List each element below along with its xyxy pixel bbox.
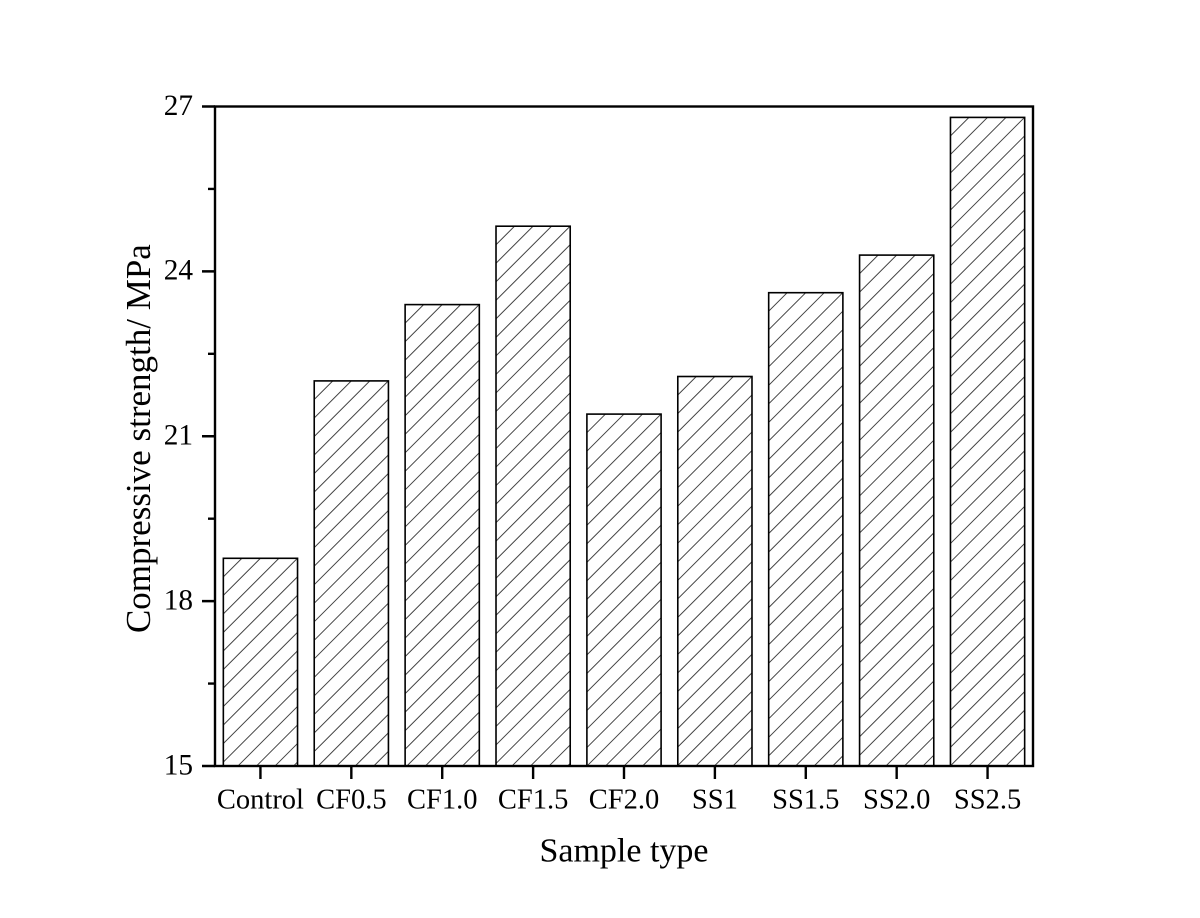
svg-text:SS2.5: SS2.5	[954, 785, 1021, 816]
svg-text:CF2.0: CF2.0	[589, 785, 660, 816]
svg-text:24: 24	[164, 255, 194, 287]
svg-text:21: 21	[164, 420, 193, 452]
svg-text:SS1.5: SS1.5	[772, 785, 839, 816]
svg-text:CF0.5: CF0.5	[316, 785, 387, 816]
svg-text:Control: Control	[217, 785, 304, 816]
svg-text:18: 18	[164, 584, 193, 616]
svg-text:27: 27	[164, 90, 193, 122]
svg-text:Sample type: Sample type	[539, 833, 708, 870]
svg-text:Compressive strength/ MPa: Compressive strength/ MPa	[119, 244, 158, 633]
svg-text:15: 15	[164, 749, 193, 781]
svg-text:CF1.0: CF1.0	[407, 785, 478, 816]
svg-text:SS1: SS1	[692, 785, 738, 816]
svg-text:SS2.0: SS2.0	[863, 785, 930, 816]
svg-text:CF1.5: CF1.5	[498, 785, 569, 816]
